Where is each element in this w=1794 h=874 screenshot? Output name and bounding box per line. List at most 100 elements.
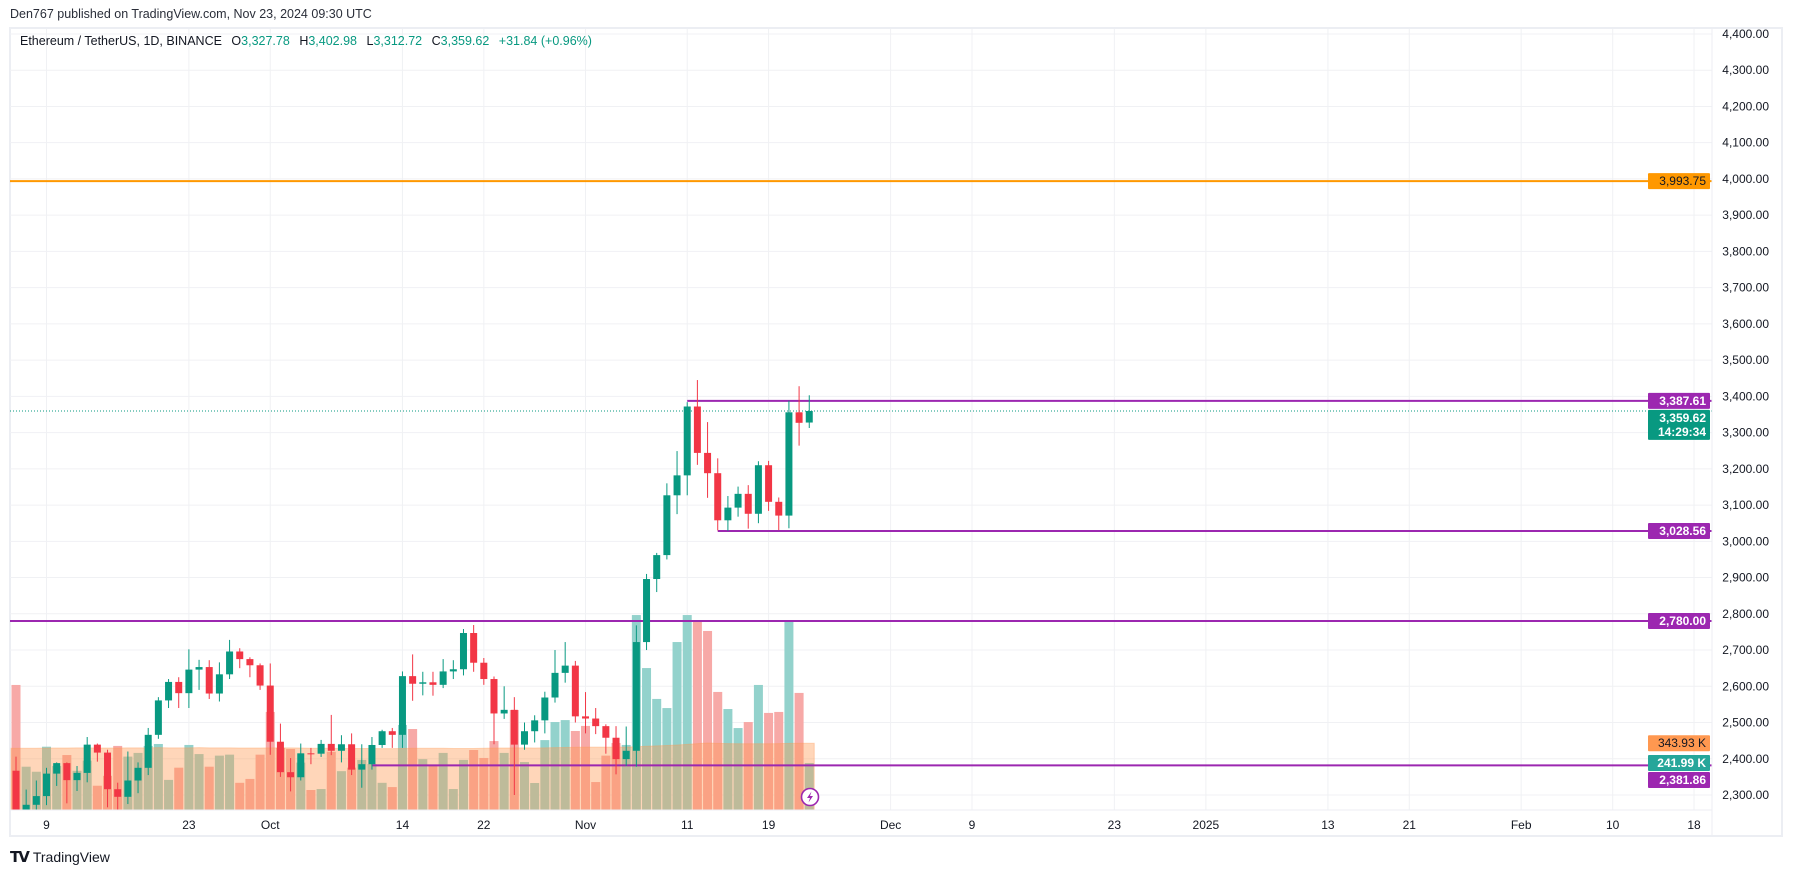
low-value: 3,312.72 [373, 34, 423, 48]
price-tick-label: 3,400.00 [1722, 389, 1769, 403]
volume-tag-bg [1648, 755, 1710, 772]
candle [63, 762, 71, 804]
candle-body [754, 465, 762, 514]
open-value: 3,327.78 [241, 34, 290, 48]
candle [358, 744, 366, 788]
time-tick-label: 9 [43, 818, 50, 832]
price-tick-label: 3,900.00 [1722, 208, 1769, 222]
volume-bar [194, 754, 204, 810]
candle-body [551, 672, 559, 698]
lightning-icon[interactable] [800, 787, 820, 807]
level-price-tag: 3,993.75 [1648, 173, 1710, 190]
level-price-tag-bg [1648, 173, 1710, 190]
candle-body [165, 681, 173, 701]
candle-body [317, 743, 325, 754]
volume-bar [387, 787, 397, 810]
volume-bar [174, 767, 184, 810]
candle-body [205, 667, 213, 694]
candle [419, 671, 427, 696]
candle-body [215, 674, 223, 694]
level-price-tag: 2,381.86 [1648, 772, 1710, 789]
candle [429, 671, 437, 696]
time-tick-label: Dec [880, 818, 901, 832]
time-tick-label: 22 [477, 818, 491, 832]
volume-bar [397, 724, 407, 810]
candle [195, 659, 203, 690]
time-tick-label: 2025 [1193, 818, 1220, 832]
level-price-tag-label: 3,993.75 [1659, 174, 1706, 188]
candle-body [734, 493, 742, 508]
volume-bar [672, 642, 682, 810]
candle [602, 724, 610, 754]
open-label: O [231, 34, 242, 48]
volume-tag: 343.93 K [1648, 735, 1710, 752]
volume-tag-label: 343.93 K [1658, 736, 1706, 750]
time-tick-label: Oct [261, 818, 280, 832]
volume-bar [530, 783, 540, 810]
candle [53, 762, 61, 786]
volume-bar [377, 782, 387, 810]
time-axis: 9 23 Oct 14 22 Nov 11 19 Dec 9 23 2025 13 21 Feb 10 18 [10, 809, 1712, 832]
volume-bar [611, 743, 621, 810]
time-tick-label: 23 [182, 818, 196, 832]
price-tick-label: 3,000.00 [1722, 534, 1769, 548]
time-tick-label: 9 [969, 818, 976, 832]
candle-body [185, 669, 193, 694]
candle-body [663, 495, 671, 556]
price-tick-label: 4,300.00 [1722, 63, 1769, 77]
candle [561, 642, 569, 683]
candle [73, 766, 81, 792]
chart-frame [9, 27, 1783, 837]
grid [10, 29, 1712, 810]
volume-bar [82, 760, 92, 810]
candle [734, 486, 742, 517]
time-tick-label: 10 [1606, 818, 1620, 832]
candle-body [683, 406, 691, 476]
time-tick-label: 14 [396, 818, 410, 832]
candle-body [632, 642, 640, 751]
candle [785, 400, 793, 529]
price-tick-label: 3,500.00 [1722, 353, 1769, 367]
volume-bar [347, 767, 357, 810]
candle-body [287, 772, 295, 778]
candle-body [795, 412, 803, 423]
candle-body [104, 752, 112, 790]
candle-body [643, 579, 651, 643]
candle-body [144, 734, 152, 768]
candle [653, 552, 661, 593]
candle-body [765, 465, 773, 502]
volume-bar [408, 729, 418, 810]
candle [83, 737, 91, 783]
candle-body [429, 682, 437, 685]
volume-bar [255, 754, 265, 810]
volume-bar [225, 754, 235, 810]
candle [724, 496, 732, 531]
candle [612, 726, 620, 775]
candle [154, 697, 162, 739]
tradingview-brand: TradingView [32, 849, 110, 865]
candle-body [236, 651, 244, 660]
candle [775, 497, 783, 531]
volume-bar [601, 755, 611, 810]
candle [12, 756, 20, 810]
price-tick-label: 4,100.00 [1722, 136, 1769, 150]
symbol-title[interactable]: Ethereum / TetherUS, 1D, BINANCE [20, 34, 222, 48]
volume-bar [245, 778, 255, 810]
volume-bar [723, 709, 733, 810]
candle [582, 692, 590, 734]
candle-body [195, 667, 203, 670]
candle [551, 650, 559, 703]
volume-bar [306, 790, 316, 810]
volume-bar [235, 782, 245, 810]
price-tick-label: 3,200.00 [1722, 462, 1769, 476]
candle-body [724, 507, 732, 521]
volume-bar [184, 744, 194, 810]
candle-body [510, 709, 518, 745]
candle-body [470, 633, 478, 663]
volume-bar [764, 712, 774, 810]
volume-bar [520, 762, 529, 810]
candle [378, 729, 386, 748]
tradingview-logo[interactable]: TV TradingView [10, 848, 110, 866]
